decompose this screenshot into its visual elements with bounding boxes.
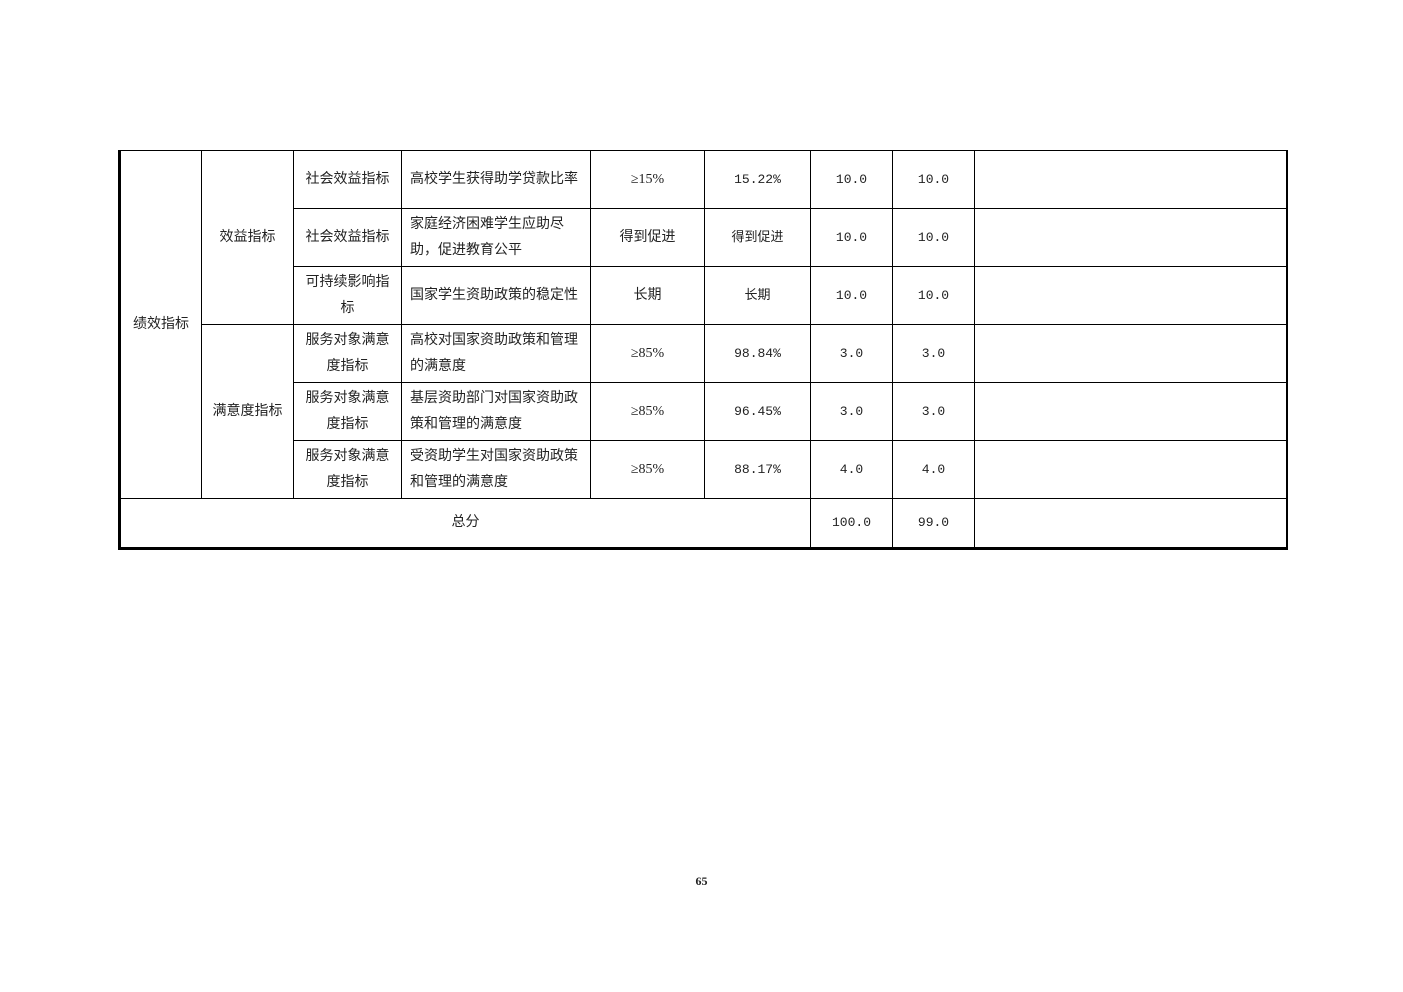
indicator-cell: 服务对象满意度指标 [293,382,402,441]
indicator-cell: 可持续影响指标 [293,266,402,325]
target-cell: ≥15% [590,150,705,209]
score-cell: 10.0 [892,208,975,267]
actual-cell: 98.84% [704,324,811,383]
item-cell: 受资助学生对国家资助政策和管理的满意度 [401,440,591,499]
score-cell: 10.0 [892,266,975,325]
performance-indicator-table: 绩效指标 效益指标 社会效益指标 高校学生获得助学贷款比率 ≥15% 15.22% 10.0… [118,150,1288,550]
indicator-cell: 社会效益指标 [293,150,402,209]
table-row: 满意度指标 服务对象满意度指标 高校对国家资助政策和管理的满意度 ≥85% 98.84%… [120,324,1287,499]
actual-cell: 88.17% [704,440,811,499]
score-cell: 3.0 [892,382,975,441]
actual-cell: 得到促进 [704,208,811,267]
total-score: 99.0 [892,498,975,549]
indicator-cell: 服务对象满意度指标 [293,440,402,499]
target-cell: 得到促进 [590,208,705,267]
indicator-cell: 社会效益指标 [293,208,402,267]
table-row: 可持续影响指标 国家学生资助政策的稳定性 长期 长期 10.0 10.0 [120,266,1287,325]
item-cell: 高校对国家资助政策和管理的满意度 [401,324,591,383]
weight-cell: 10.0 [810,266,893,325]
table-row: 社会效益指标 家庭经济困难学生应助尽助，促进教育公平 得到促进 得到促进 10.0 10.… [120,208,1287,267]
item-cell: 国家学生资助政策的稳定性 [401,266,591,325]
group-cell: 效益指标 [201,150,294,325]
target-cell: ≥85% [590,382,705,441]
target-cell: ≥85% [590,324,705,383]
weight-cell: 3.0 [810,382,893,441]
total-note [974,498,1287,549]
note-cell [974,382,1287,441]
indicator-cell: 服务对象满意度指标 [293,324,402,383]
total-row: 总分 100.0 99.0 [119,498,1287,549]
weight-cell: 10.0 [810,150,893,209]
score-cell: 10.0 [892,150,975,209]
note-cell [974,150,1287,209]
item-cell: 高校学生获得助学贷款比率 [401,150,591,209]
note-cell [974,208,1287,267]
target-cell: ≥85% [590,440,705,499]
weight-cell: 4.0 [810,440,893,499]
level1-cell: 绩效指标 [119,150,202,499]
group-cell: 满意度指标 [201,324,294,499]
weight-cell: 3.0 [810,324,893,383]
page-number: 65 [695,874,708,888]
actual-cell: 长期 [704,266,811,325]
note-cell [974,440,1287,499]
table-row: 服务对象满意度指标 基层资助部门对国家资助政策和管理的满意度 ≥85% 96.45% 3… [120,382,1287,441]
total-weight: 100.0 [810,498,893,549]
target-cell: 长期 [590,266,705,325]
weight-cell: 10.0 [810,208,893,267]
score-cell: 4.0 [892,440,975,499]
item-cell: 家庭经济困难学生应助尽助，促进教育公平 [401,208,591,267]
note-cell [974,266,1287,325]
item-cell: 基层资助部门对国家资助政策和管理的满意度 [401,382,591,441]
actual-cell: 96.45% [704,382,811,441]
table-row: 绩效指标 效益指标 社会效益指标 高校学生获得助学贷款比率 ≥15% 15.22% 10.0… [119,150,1287,499]
table-row: 服务对象满意度指标 受资助学生对国家资助政策和管理的满意度 ≥85% 88.17% 4.… [120,440,1287,499]
score-cell: 3.0 [892,324,975,383]
note-cell [974,324,1287,383]
actual-cell: 15.22% [704,150,811,209]
total-label: 总分 [119,498,811,549]
